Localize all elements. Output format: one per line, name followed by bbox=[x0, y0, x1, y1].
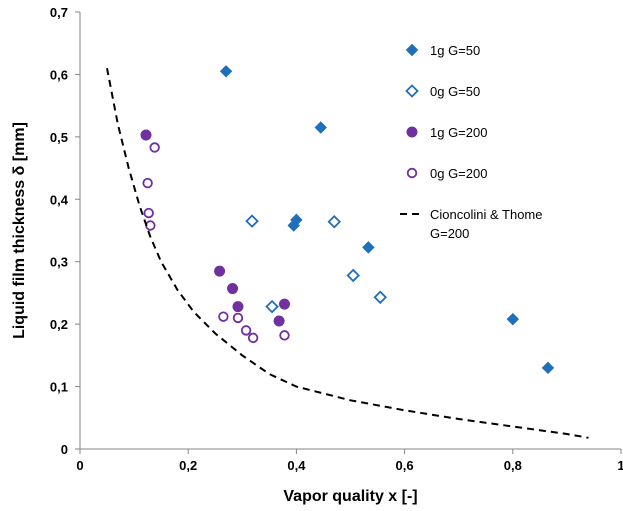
chart-legend: 1g G=50 0g G=50 1g G=200 0g G=200 Cioncolini… bbox=[400, 43, 542, 241]
legend-label: Cioncolini & Thome bbox=[430, 207, 542, 222]
legend-label: 0g G=50 bbox=[430, 84, 480, 99]
data-point-series-3 bbox=[149, 142, 160, 153]
data-point-series-3 bbox=[143, 207, 154, 219]
model-curve-line bbox=[106, 68, 589, 439]
legend-marker bbox=[405, 43, 419, 57]
chart-marks bbox=[106, 65, 589, 439]
data-point-series-1 bbox=[245, 214, 259, 228]
y-tick-label: 0,6 bbox=[50, 67, 68, 82]
x-tick-label: 0,4 bbox=[287, 458, 306, 473]
x-tick-label: 0 bbox=[76, 458, 83, 473]
x-tick-label: 0,2 bbox=[179, 458, 197, 473]
chart-axes: 0 0,2 0,4 0,6 0,8 1 0 0,1 0,2 0,3 0,4 0,5 0,6 0,7 bbox=[50, 5, 623, 473]
y-axis-title: Liquid film thickness δ [mm] bbox=[11, 122, 28, 339]
data-point-series-1 bbox=[327, 214, 342, 229]
x-tick-label: 0,6 bbox=[396, 458, 414, 473]
data-point-series-2 bbox=[214, 265, 226, 277]
data-point-series-0 bbox=[314, 121, 327, 134]
y-tick-label: 0,3 bbox=[50, 255, 68, 270]
x-tick-label: 1 bbox=[617, 458, 623, 473]
y-tick-label: 0,2 bbox=[50, 317, 68, 332]
data-point-series-2 bbox=[232, 301, 244, 313]
legend-label: 1g G=50 bbox=[430, 43, 480, 58]
data-point-series-0 bbox=[506, 312, 520, 326]
legend-label: 1g G=200 bbox=[430, 125, 487, 140]
data-point-series-3 bbox=[218, 311, 229, 322]
legend-marker bbox=[406, 126, 418, 138]
y-tick-label: 0,4 bbox=[50, 192, 69, 207]
data-point-series-2 bbox=[227, 283, 239, 295]
data-point-series-2 bbox=[273, 315, 285, 327]
legend-label: 0g G=200 bbox=[430, 166, 487, 181]
legend-marker bbox=[405, 84, 419, 98]
data-point-series-3 bbox=[240, 325, 252, 336]
data-point-series-0 bbox=[290, 213, 303, 227]
data-point-series-3 bbox=[279, 330, 290, 341]
y-tick-label: 0,5 bbox=[50, 130, 68, 145]
data-point-series-1 bbox=[346, 268, 360, 283]
y-tick-label: 0 bbox=[61, 442, 68, 457]
legend-marker bbox=[406, 167, 418, 179]
y-tick-label: 0,1 bbox=[50, 380, 68, 395]
data-point-series-2 bbox=[140, 129, 152, 141]
data-point-series-2 bbox=[278, 298, 290, 310]
data-point-series-0 bbox=[219, 65, 233, 78]
y-tick-label: 0,7 bbox=[50, 5, 68, 20]
data-point-series-1 bbox=[373, 290, 388, 305]
data-point-series-3 bbox=[142, 177, 153, 189]
legend-label-continued: G=200 bbox=[430, 226, 469, 241]
data-point-series-1 bbox=[265, 299, 279, 314]
data-point-series-0 bbox=[541, 361, 555, 375]
data-point-series-3 bbox=[247, 332, 259, 344]
data-point-series-3 bbox=[232, 312, 244, 324]
x-axis-title: Vapor quality x [-] bbox=[283, 488, 417, 505]
x-tick-label: 0,8 bbox=[504, 458, 522, 473]
data-point-series-0 bbox=[362, 241, 375, 254]
